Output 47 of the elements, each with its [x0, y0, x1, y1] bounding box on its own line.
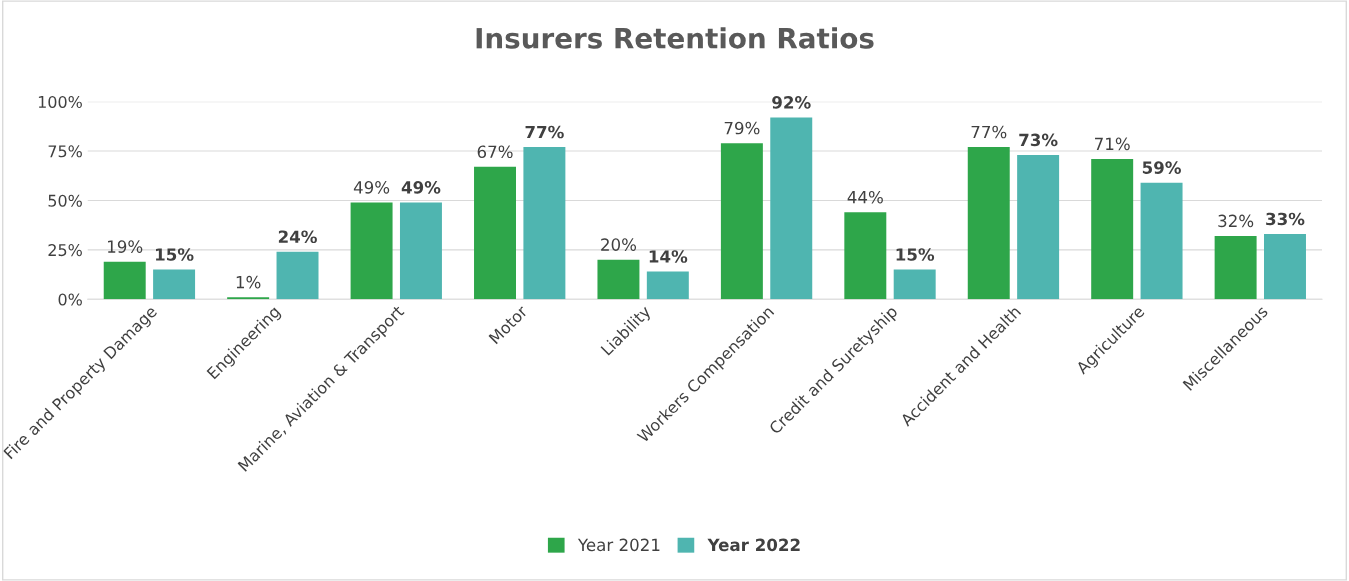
data-label: 49% [353, 181, 390, 194]
data-label: 1% [236, 275, 261, 289]
data-label: 32% [1218, 214, 1254, 228]
data-label: 24% [278, 230, 317, 244]
data-label: 79% [724, 121, 760, 135]
data-label: 77% [525, 125, 564, 139]
bar [1264, 234, 1306, 300]
bar [844, 212, 887, 300]
data-label: 49% [401, 181, 441, 194]
data-label: 15% [896, 248, 935, 261]
data-label: 73% [1019, 133, 1058, 147]
data-label: 44% [847, 190, 883, 204]
legend-label: Year 2021 [577, 538, 660, 552]
data-label: 20% [601, 238, 637, 251]
data-label: 15% [156, 248, 194, 261]
bar [103, 261, 146, 300]
bar [770, 117, 813, 300]
data-label: 71% [1095, 137, 1130, 151]
y-tick-label: 25% [48, 244, 82, 257]
legend-label: Year 2022 [707, 538, 800, 552]
bar [276, 251, 319, 300]
bar [399, 202, 442, 300]
data-label: 14% [649, 250, 688, 263]
y-tick-label: 50% [48, 194, 82, 207]
bar [1091, 158, 1134, 300]
bar [1017, 155, 1060, 300]
bar [893, 269, 936, 300]
bar [153, 269, 196, 300]
bar [474, 166, 516, 300]
chart-title: Insurers Retention Ratios [476, 27, 874, 49]
bar [350, 202, 393, 300]
bar [597, 259, 640, 300]
y-tick-label: 75% [48, 145, 82, 158]
data-label: 67% [477, 145, 513, 159]
data-label: 92% [772, 96, 811, 109]
data-label: 77% [971, 125, 1007, 139]
bar [1140, 182, 1183, 300]
data-label: 19% [108, 240, 143, 253]
bar [1214, 236, 1257, 300]
bar [720, 143, 763, 300]
y-tick-label: 0% [58, 293, 82, 306]
data-label: 33% [1266, 212, 1305, 226]
data-label: 59% [1142, 161, 1181, 174]
bar [646, 271, 689, 300]
bar [967, 147, 1010, 300]
y-tick-label: 100% [38, 95, 82, 108]
bar [523, 147, 566, 300]
